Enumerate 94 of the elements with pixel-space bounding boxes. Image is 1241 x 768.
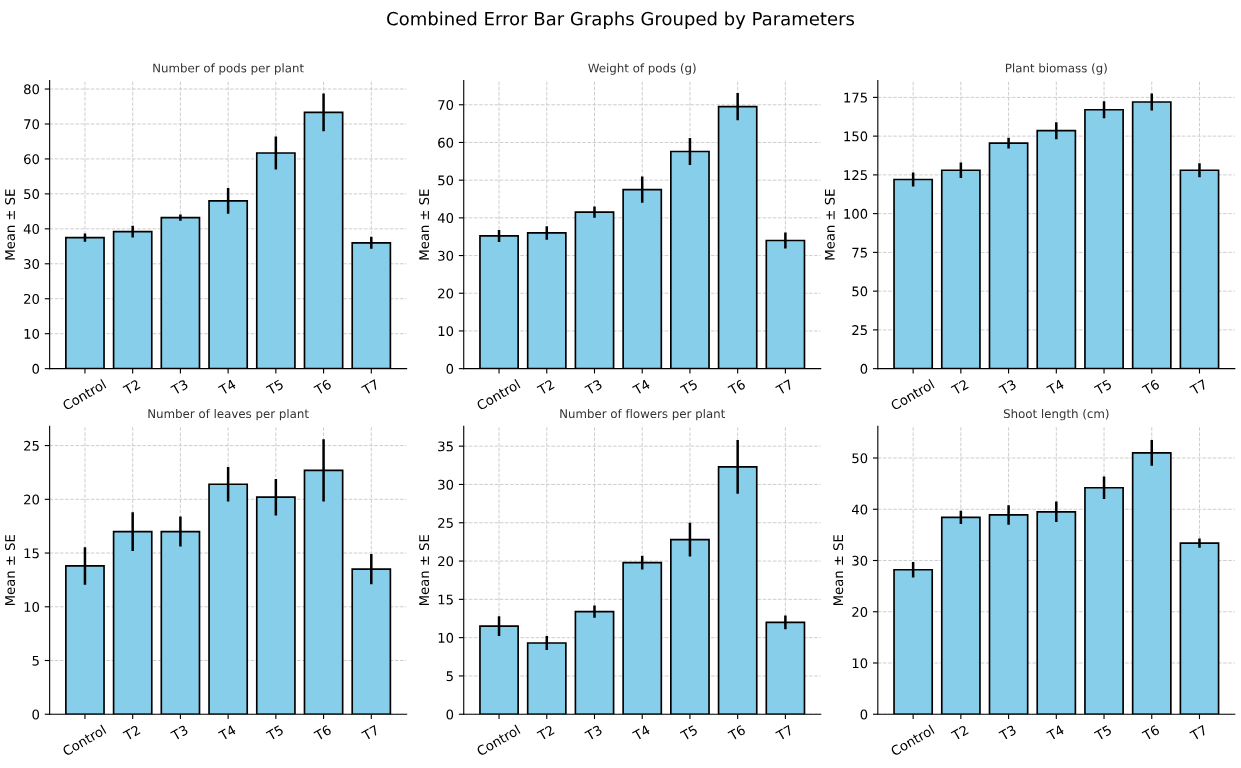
y-tick-label: 70 [24, 119, 40, 130]
x-tick-label: T3 [998, 379, 1017, 396]
y-tick-label: 100 [844, 208, 868, 219]
x-tick-label: T2 [536, 724, 555, 741]
y-tick-label: 40 [437, 213, 454, 224]
y-tick-label: 10 [438, 326, 454, 337]
y-axis-title: Mean ± SE [833, 535, 844, 605]
x-tick-label: T5 [679, 379, 698, 396]
x-tick-label: T2 [950, 379, 969, 396]
y-tick-label: 25 [852, 325, 867, 336]
chart-title: Number of pods per plant [153, 63, 304, 75]
y-tick-label: 10 [24, 328, 40, 339]
y-axis-title: Mean ± SE [419, 535, 430, 605]
x-tick-label: T4 [1046, 724, 1065, 741]
y-tick-label: 35 [438, 441, 453, 452]
y-tick-label: 20 [24, 293, 40, 304]
text: Combined Error Bar Graphs Grouped by Parameters [387, 11, 855, 29]
y-axis-title: Mean ± SE [824, 189, 835, 260]
x-tick-label: T7 [361, 724, 380, 741]
chart-title: Number of leaves per plant [148, 408, 309, 421]
y-tick-label: 75 [852, 247, 867, 258]
x-tick-label: T5 [1093, 724, 1113, 742]
x-tick-label: T6 [727, 724, 746, 742]
x-tick-label: T3 [584, 379, 603, 396]
x-tick-label: T4 [632, 724, 651, 741]
y-tick-label: 10 [438, 632, 454, 643]
x-tick-label: T2 [122, 724, 141, 741]
y-axis-title: Mean ± SE [5, 535, 16, 605]
x-tick-label: T4 [217, 379, 237, 396]
y-tick-label: 15 [24, 548, 39, 559]
x-tick-label: T6 [727, 378, 746, 396]
x-tick-label: T7 [361, 379, 380, 396]
y-tick-label: 0 [446, 709, 454, 720]
y-axis-title: Mean ± SE [5, 189, 16, 260]
chart-title: Plant biomass (g) [1005, 63, 1107, 75]
y-tick-label: 50 [24, 189, 40, 200]
x-tick-label: T6 [313, 724, 332, 742]
y-tick-label: 30 [852, 555, 868, 566]
x-tick-label: T7 [1189, 379, 1208, 396]
x-tick-label: T4 [1046, 379, 1065, 396]
x-tick-label: T7 [1189, 724, 1208, 741]
x-tick-label: T4 [217, 724, 237, 741]
y-tick-label: 20 [24, 494, 40, 505]
y-tick-label: 50 [852, 286, 868, 297]
y-tick-label: 30 [438, 250, 454, 261]
y-tick-label: 25 [24, 440, 39, 451]
y-tick-label: 25 [438, 517, 453, 528]
x-tick-label: T5 [265, 724, 284, 742]
y-tick-label: 15 [438, 594, 453, 605]
y-tick-label: 50 [438, 175, 454, 186]
y-tick-label: 40 [851, 504, 868, 515]
y-tick-label: 30 [24, 259, 40, 269]
x-tick-label: T7 [775, 379, 794, 396]
x-tick-label: T6 [1141, 378, 1161, 396]
y-tick-label: 10 [852, 658, 868, 669]
y-tick-label: 20 [852, 606, 868, 617]
y-tick-label: 125 [844, 170, 867, 181]
y-tick-label: 70 [438, 99, 454, 110]
y-tick-label: 50 [852, 453, 868, 464]
x-tick-label: T3 [170, 724, 189, 742]
x-tick-label: T3 [998, 724, 1017, 742]
y-tick-label: 0 [32, 363, 40, 374]
y-tick-label: 20 [438, 556, 454, 567]
y-tick-label: 80 [24, 84, 40, 95]
y-tick-label: 30 [438, 479, 454, 490]
x-tick-label: T7 [775, 724, 794, 741]
y-tick-label: 60 [24, 154, 40, 165]
y-tick-label: 0 [860, 363, 868, 374]
x-tick-label: T6 [313, 378, 332, 396]
x-tick-label: T2 [122, 379, 141, 396]
x-tick-label: T5 [1093, 379, 1113, 396]
x-tick-label: T3 [170, 379, 189, 396]
x-tick-label: T3 [584, 724, 603, 742]
chart-title: Number of flowers per plant [560, 408, 725, 421]
y-tick-label: 20 [438, 288, 454, 299]
y-tick-label: 150 [844, 131, 868, 142]
x-tick-label: T6 [1141, 724, 1161, 742]
chart-title: Shoot length (cm) [1003, 408, 1109, 421]
chart-title: Weight of pods (g) [588, 63, 696, 75]
y-tick-label: 0 [860, 709, 868, 720]
y-tick-label: 0 [32, 709, 40, 720]
x-tick-label: T2 [536, 379, 555, 396]
y-axis-title: Mean ± SE [419, 189, 430, 260]
y-tick-label: 0 [446, 363, 454, 374]
x-tick-label: T5 [265, 379, 284, 396]
y-tick-label: 60 [438, 137, 454, 148]
x-tick-label: T2 [950, 724, 969, 741]
y-tick-label: 40 [23, 224, 40, 235]
y-tick-label: 5 [32, 655, 39, 666]
x-tick-label: T5 [679, 724, 698, 742]
y-tick-label: 175 [844, 92, 867, 103]
x-tick-label: T4 [632, 379, 651, 396]
y-tick-label: 5 [446, 671, 453, 682]
y-tick-label: 10 [24, 602, 40, 612]
